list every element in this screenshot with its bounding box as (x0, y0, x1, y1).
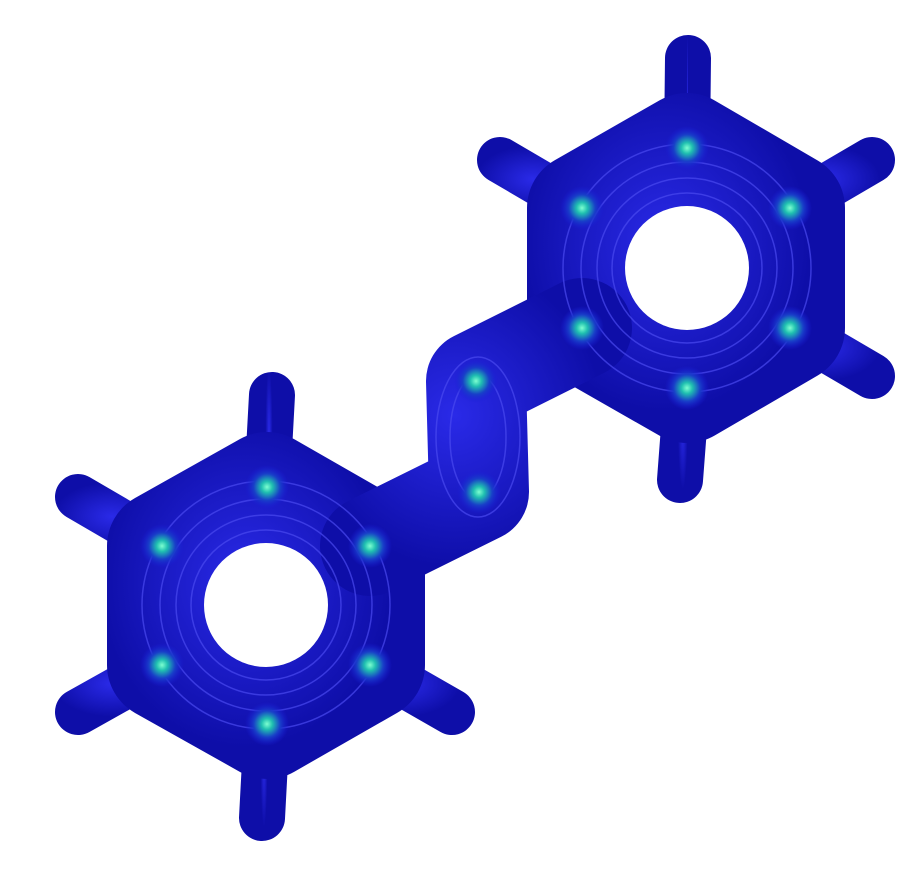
atoms (140, 126, 812, 746)
ring-hole (625, 206, 749, 330)
ring-hole (204, 543, 328, 667)
surface-body (55, 35, 895, 841)
